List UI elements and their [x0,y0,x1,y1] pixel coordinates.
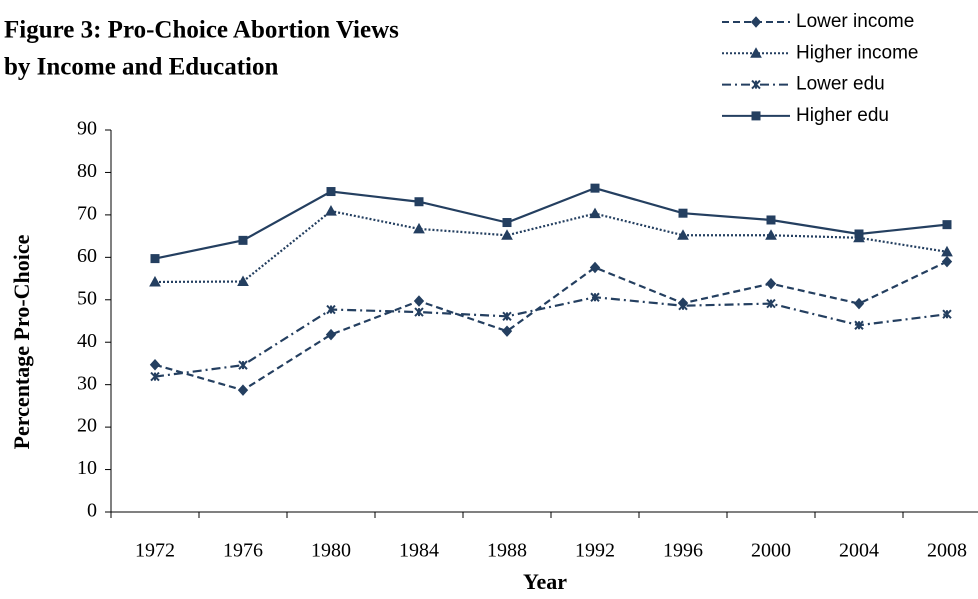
marker [502,311,512,322]
marker [750,16,762,28]
marker [325,328,337,341]
x-tick-label: 2008 [927,540,967,562]
marker [854,229,864,239]
marker [149,275,161,287]
marker [501,229,513,240]
series-line [154,186,948,260]
x-tick-label: 1996 [663,540,703,562]
legend-label: Lower income [796,11,914,32]
marker [853,297,865,310]
x-tick-label: 1988 [487,540,527,562]
y-tick-label: 40 [77,330,97,352]
x-tick-label: 2000 [751,540,791,562]
marker [677,229,689,240]
marker [237,384,249,396]
marker [941,255,953,268]
marker [149,358,161,371]
marker [751,79,761,90]
y-tick-label: 60 [77,245,97,267]
y-tick-label: 20 [77,415,97,437]
marker [590,292,600,302]
y-tick-label: 50 [77,287,97,309]
x-tick-label: 1976 [223,540,263,562]
marker [150,254,160,264]
x-tick-label: 1972 [135,540,175,562]
marker [502,218,512,228]
chart-title: by Income and Education [4,54,278,81]
series-line [154,209,948,284]
x-tick-label: 2004 [839,540,879,562]
marker [325,205,337,216]
y-tick-label: 0 [87,500,97,522]
legend-label: Higher edu [796,105,889,126]
marker [590,183,600,193]
marker [678,208,688,218]
y-tick-label: 70 [77,202,97,224]
marker [854,320,864,330]
marker [751,111,761,121]
marker [766,298,776,309]
marker [941,245,953,257]
marker [589,261,601,274]
marker [238,360,248,370]
marker [766,215,776,225]
marker [765,229,777,240]
y-tick-label: 10 [77,457,97,479]
y-tick-label: 80 [77,160,97,182]
legend-label: Higher income [796,42,919,63]
series-line [154,260,948,392]
marker [413,295,425,307]
series-line [154,296,948,378]
x-tick-label: 1980 [311,540,351,562]
legend-label: Lower edu [796,74,885,95]
marker [237,275,249,287]
marker [414,197,424,207]
x-tick-label: 1984 [399,540,439,562]
marker [326,304,336,315]
marker [678,301,688,311]
marker [942,309,952,319]
y-tick-label: 90 [77,118,97,140]
marker [238,235,248,245]
marker [326,187,336,197]
marker [942,220,952,230]
y-tick-label: 30 [77,372,97,394]
marker [750,47,762,58]
marker [501,325,513,337]
marker [414,307,424,317]
marker [150,371,160,382]
marker [765,277,777,290]
x-tick-label: 1992 [575,540,615,562]
y-axis-label: Percentage Pro-Choice [9,234,34,449]
marker [589,207,601,219]
x-axis-label: Year [523,569,567,594]
chart-title: Figure 3: Pro-Choice Abortion Views [4,17,399,44]
marker [413,222,425,234]
